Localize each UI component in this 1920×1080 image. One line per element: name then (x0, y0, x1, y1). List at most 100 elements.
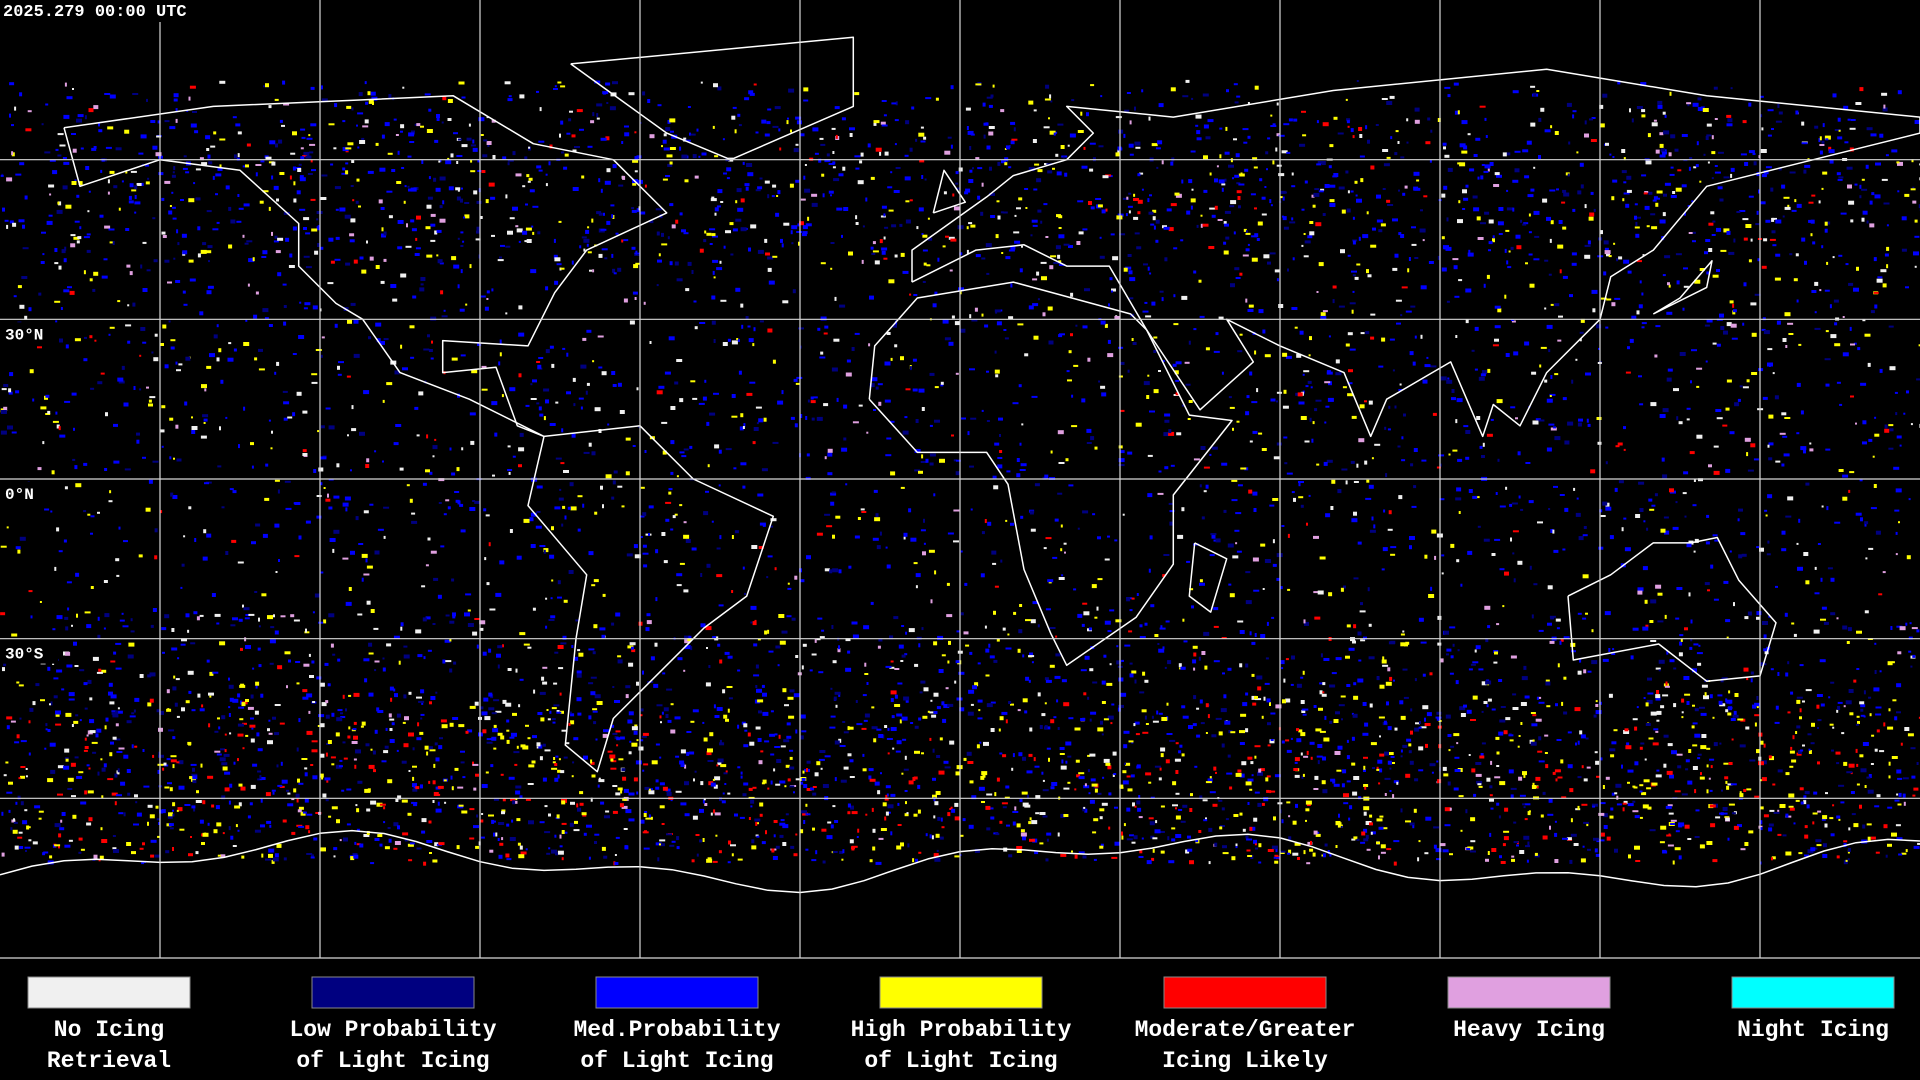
icing-pixel (934, 570, 937, 575)
icing-pixel (791, 225, 798, 230)
icing-pixel (1223, 250, 1229, 255)
icing-pixel (588, 551, 594, 556)
icing-pixel (232, 116, 237, 119)
icing-pixel (994, 792, 997, 797)
icing-pixel (1522, 771, 1527, 776)
icing-pixel (1748, 102, 1752, 107)
icing-pixel (1664, 530, 1670, 535)
icing-pixel (440, 719, 447, 723)
icing-pixel (583, 451, 590, 454)
icing-pixel (1706, 747, 1711, 750)
icing-pixel (1425, 816, 1432, 821)
icing-pixel (1628, 854, 1631, 859)
icing-pixel (1274, 774, 1281, 778)
icing-pixel (1092, 831, 1097, 834)
icing-pixel (181, 233, 187, 238)
icing-pixel (592, 710, 598, 713)
icing-pixel (714, 444, 720, 449)
icing-pixel (176, 458, 182, 462)
icing-pixel (1710, 211, 1715, 215)
icing-pixel (1474, 326, 1479, 331)
icing-pixel (539, 756, 543, 761)
icing-pixel (718, 604, 724, 607)
icing-pixel (511, 732, 517, 737)
icing-pixel (1495, 492, 1498, 495)
icing-pixel (18, 684, 24, 687)
icing-pixel (968, 689, 975, 694)
icing-pixel (397, 825, 400, 830)
icing-pixel (914, 725, 919, 729)
icing-pixel (1353, 481, 1359, 483)
icing-pixel (1322, 789, 1328, 794)
icing-pixel (886, 564, 891, 569)
icing-pixel (124, 468, 131, 471)
icing-pixel (1265, 777, 1269, 782)
icing-pixel (467, 623, 474, 627)
icing-pixel (601, 371, 607, 376)
icing-pixel (1407, 268, 1410, 273)
icing-pixel (1382, 188, 1386, 190)
icing-pixel (832, 805, 836, 808)
icing-pixel (1860, 768, 1867, 773)
icing-pixel (1196, 734, 1201, 738)
icing-pixel (1904, 727, 1910, 731)
icing-pixel (723, 245, 726, 249)
icing-pixel (436, 229, 442, 233)
icing-pixel (597, 784, 600, 788)
icing-pixel (71, 133, 76, 135)
icing-pixel (305, 825, 310, 830)
icing-pixel (472, 761, 474, 766)
icing-pixel (217, 167, 223, 171)
icing-pixel (213, 334, 218, 339)
icing-pixel (997, 457, 1003, 459)
icing-pixel (1788, 333, 1794, 335)
icing-pixel (1376, 194, 1381, 199)
icing-pixel (1152, 216, 1156, 221)
icing-pixel (902, 430, 909, 435)
icing-pixel (1733, 825, 1739, 830)
icing-pixel (452, 717, 459, 720)
icing-pixel (354, 764, 357, 769)
icing-pixel (908, 780, 914, 785)
icing-pixel (953, 206, 960, 211)
icing-pixel (225, 551, 229, 555)
icing-pixel (806, 453, 810, 457)
icing-pixel (0, 430, 7, 435)
icing-pixel (694, 175, 699, 179)
icing-pixel (901, 625, 905, 627)
icing-pixel (229, 732, 232, 735)
icing-pixel (1137, 173, 1141, 177)
icing-pixel (1441, 554, 1445, 557)
icing-pixel (1641, 292, 1644, 296)
icing-pixel (1276, 400, 1278, 403)
icing-pixel (1876, 278, 1883, 283)
icing-pixel (636, 387, 639, 391)
icing-pixel (1798, 518, 1801, 523)
icing-pixel (1204, 665, 1208, 670)
icing-pixel (627, 719, 633, 724)
icing-pixel (1849, 471, 1855, 474)
icing-pixel (1209, 207, 1216, 210)
icing-pixel (1868, 696, 1872, 699)
icing-pixel (1160, 753, 1164, 758)
icing-pixel (140, 264, 143, 269)
icing-pixel (1168, 227, 1174, 232)
icing-pixel (784, 785, 787, 788)
icing-pixel (892, 747, 895, 750)
icing-pixel (1189, 588, 1194, 591)
icing-pixel (1651, 504, 1656, 507)
icing-pixel (878, 734, 884, 738)
icing-pixel (997, 464, 1003, 469)
icing-pixel (1824, 358, 1831, 361)
icing-pixel (1485, 638, 1489, 643)
icing-pixel (1245, 728, 1249, 733)
icing-pixel (1276, 164, 1282, 167)
icing-pixel (1314, 775, 1319, 780)
icing-pixel (292, 226, 297, 231)
icing-pixel (71, 181, 77, 185)
icing-pixel (836, 397, 839, 402)
icing-pixel (959, 252, 963, 256)
icing-pixel (407, 185, 410, 188)
icing-pixel (220, 748, 225, 751)
icing-pixel (152, 145, 158, 150)
